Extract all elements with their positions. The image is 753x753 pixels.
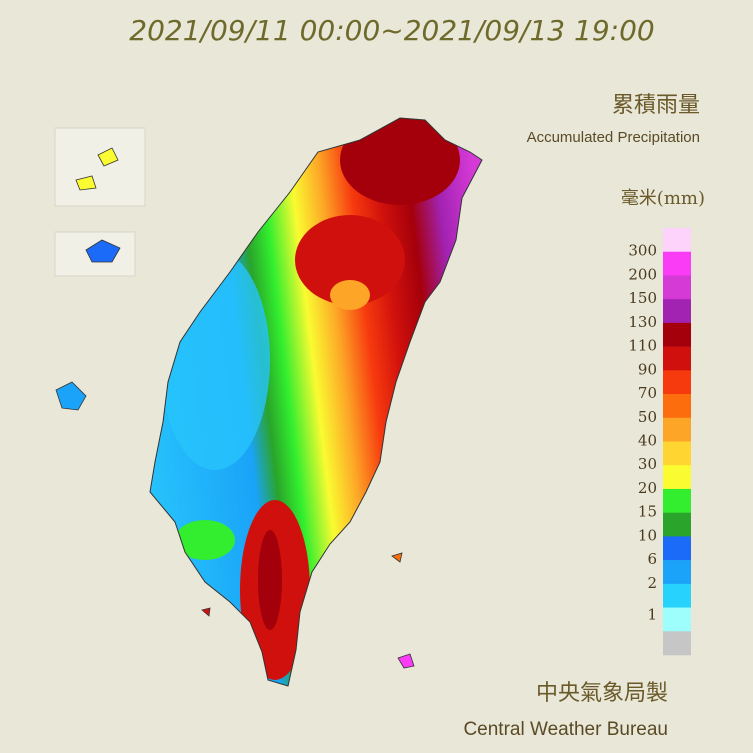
legend-swatch bbox=[663, 370, 691, 395]
legend-swatch bbox=[663, 322, 691, 347]
legend-swatch bbox=[663, 346, 691, 371]
legend-swatch bbox=[663, 251, 691, 276]
legend-swatch bbox=[663, 488, 691, 513]
legend-label: 130 bbox=[628, 313, 657, 331]
map-title: 2021/09/11 00:00~2021/09/13 19:00 bbox=[129, 14, 654, 47]
legend-label: 6 bbox=[647, 550, 657, 568]
legend-swatch bbox=[663, 560, 691, 585]
legend-swatch bbox=[663, 441, 691, 466]
legend-label: 10 bbox=[638, 526, 657, 544]
legend-swatch bbox=[663, 536, 691, 561]
legend-label: 40 bbox=[638, 432, 657, 450]
legend-label: 15 bbox=[638, 503, 657, 521]
legend-label: 20 bbox=[638, 479, 657, 497]
legend-swatch bbox=[663, 299, 691, 324]
legend-label: 30 bbox=[638, 455, 657, 473]
map-name-en: Accumulated Precipitation bbox=[527, 129, 700, 146]
legend-swatch bbox=[663, 465, 691, 490]
map-name-zh: 累積雨量 bbox=[612, 93, 700, 118]
legend-swatch bbox=[663, 583, 691, 608]
legend-label: 110 bbox=[628, 337, 657, 355]
legend-label: 90 bbox=[638, 360, 657, 378]
legend-label: 50 bbox=[638, 408, 657, 426]
legend-unit: 毫米(mm) bbox=[621, 188, 705, 209]
legend-label: 200 bbox=[628, 265, 657, 283]
islands bbox=[54, 127, 415, 669]
legend-label: 300 bbox=[628, 242, 657, 260]
legend-swatch bbox=[663, 417, 691, 442]
legend-swatch bbox=[663, 512, 691, 537]
legend-swatch bbox=[663, 631, 691, 656]
legend-label: 150 bbox=[628, 289, 657, 307]
legend-label: 2 bbox=[647, 574, 657, 592]
legend-swatch bbox=[663, 394, 691, 419]
legend-swatch bbox=[663, 275, 691, 300]
legend: 300 200 150 130 110 90 70 50 40 30 20 15 10 6 2 1 bbox=[628, 228, 691, 656]
legend-label: 70 bbox=[638, 384, 657, 402]
legend-swatch bbox=[663, 607, 691, 632]
legend-label: 1 bbox=[647, 606, 657, 624]
footer-en: Central Weather Bureau bbox=[463, 719, 668, 740]
footer-zh: 中央氣象局製 bbox=[536, 681, 668, 706]
legend-swatch bbox=[663, 228, 691, 253]
